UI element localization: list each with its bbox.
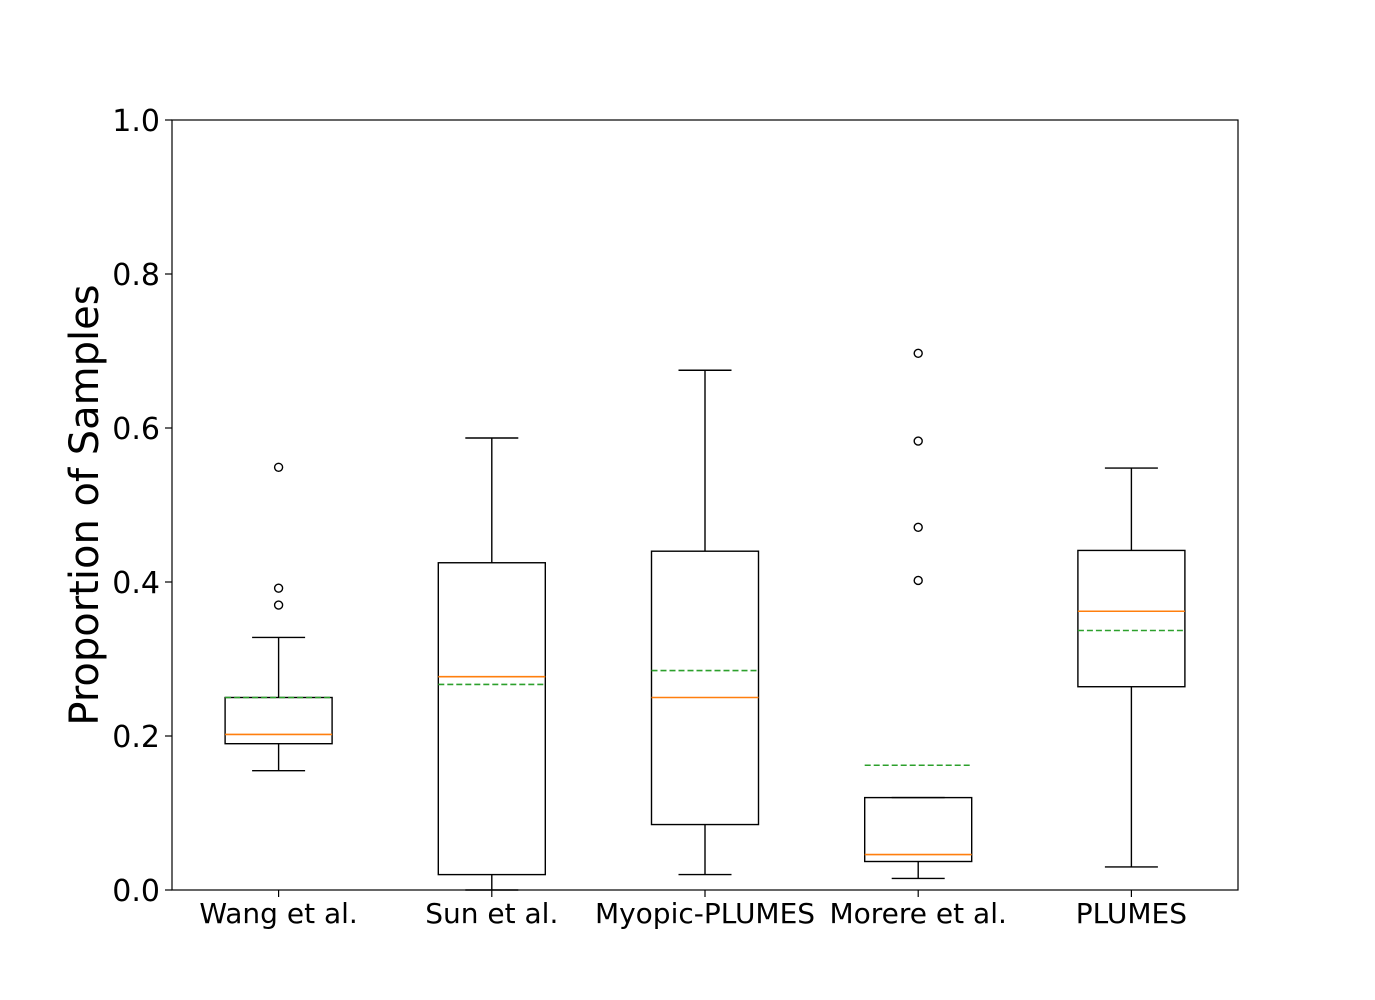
- x-tick-label: Wang et al.: [199, 897, 357, 930]
- outlier-point: [913, 575, 923, 586]
- plot-area: [224, 348, 1186, 891]
- box-group: [650, 369, 760, 876]
- y-tick-label: 0.4: [112, 566, 160, 601]
- box-iqr: [1077, 549, 1186, 688]
- box-group: [1077, 467, 1186, 868]
- outlier-point: [273, 583, 284, 593]
- y-axis: 0.0 0.2 0.4 0.6 0.8 1.0: [112, 104, 172, 909]
- box-group: [437, 437, 546, 891]
- x-axis: Wang et al. Sun et al. Myopic-PLUMES Morere…: [199, 890, 1187, 930]
- x-tick-label: Sun et al.: [425, 897, 558, 930]
- outlier-point: [913, 436, 923, 446]
- box-iqr: [864, 796, 973, 863]
- outlier-point: [913, 522, 923, 533]
- y-tick-label: 0.6: [112, 412, 160, 447]
- y-tick-label: 1.0: [112, 104, 160, 139]
- x-tick-label: PLUMES: [1076, 897, 1187, 930]
- y-tick-label: 0.2: [112, 720, 160, 755]
- y-tick-label: 0.8: [112, 258, 160, 293]
- outlier-point: [913, 348, 923, 359]
- y-axis-label: Proportion of Samples: [62, 284, 108, 725]
- y-tick-label: 0.0: [112, 874, 160, 909]
- box-iqr: [650, 550, 760, 826]
- box-iqr: [437, 562, 546, 876]
- box-group: [224, 462, 333, 772]
- box-group: [864, 348, 973, 880]
- x-tick-label: Morere et al.: [830, 897, 1007, 930]
- x-tick-label: Myopic-PLUMES: [595, 897, 815, 930]
- outlier-point: [273, 600, 284, 610]
- box-iqr: [224, 696, 333, 745]
- outlier-point: [273, 462, 284, 472]
